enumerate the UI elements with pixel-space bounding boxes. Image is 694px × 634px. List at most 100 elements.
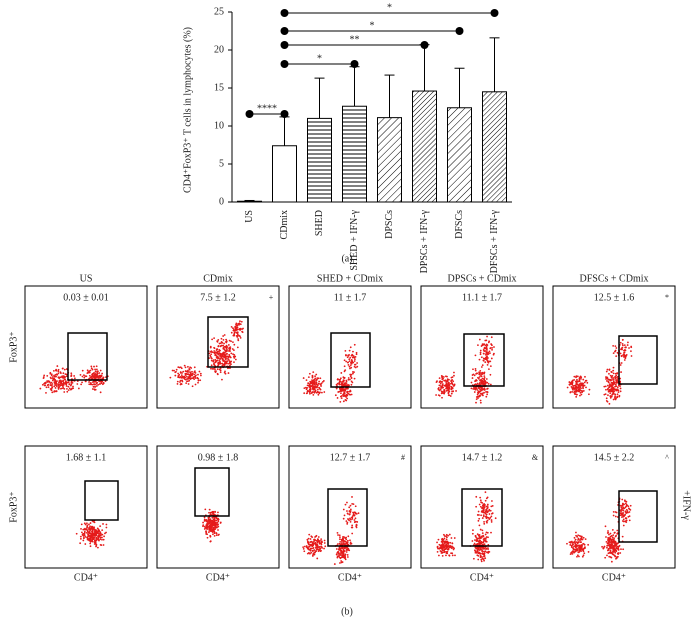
event-dot xyxy=(475,401,477,404)
event-dot xyxy=(347,383,350,386)
event-dot xyxy=(482,538,485,541)
event-dot xyxy=(614,535,617,538)
event-dot xyxy=(476,389,479,391)
event-dot xyxy=(612,383,615,386)
event-dot xyxy=(200,374,202,377)
event-dot xyxy=(342,535,344,538)
event-dot xyxy=(614,551,617,554)
event-dot xyxy=(342,543,345,545)
event-dot xyxy=(237,339,240,342)
event-dot xyxy=(219,345,222,347)
event-dot xyxy=(574,542,577,545)
event-dot xyxy=(579,539,581,542)
event-dot xyxy=(477,510,480,513)
event-dot xyxy=(478,371,481,374)
event-dot xyxy=(614,376,617,379)
event-dot xyxy=(175,368,178,371)
event-dot xyxy=(189,371,192,374)
event-dot xyxy=(621,514,623,517)
event-dot xyxy=(606,554,608,557)
event-dot xyxy=(450,380,453,383)
event-dot xyxy=(50,381,53,384)
event-dot xyxy=(95,544,98,547)
event-dot xyxy=(473,542,476,545)
event-dot xyxy=(210,350,213,353)
event-dot xyxy=(612,534,615,537)
event-dot xyxy=(618,544,621,547)
event-dot xyxy=(349,504,352,507)
event-dot xyxy=(579,376,581,379)
event-dot xyxy=(239,337,242,339)
event-dot xyxy=(480,542,483,545)
event-dot xyxy=(320,545,322,548)
event-dot xyxy=(582,542,585,545)
event-dot xyxy=(477,344,479,347)
event-dot xyxy=(54,384,57,387)
event-dot xyxy=(622,524,625,527)
event-dot xyxy=(50,387,53,390)
event-dot xyxy=(338,383,341,386)
event-dot xyxy=(479,399,482,402)
event-dot xyxy=(341,547,344,550)
event-dot xyxy=(621,535,624,538)
event-dot xyxy=(316,390,319,393)
event-dot xyxy=(77,387,80,390)
event-dot xyxy=(621,502,624,505)
event-dot xyxy=(612,382,615,384)
gate xyxy=(618,335,658,385)
event-dot xyxy=(471,540,474,542)
column-title: DFSCs + CDmix xyxy=(580,273,649,284)
event-dot xyxy=(352,361,355,364)
x-tick-label: DPSCs + IFN-γ xyxy=(419,209,430,273)
event-dot xyxy=(355,523,358,526)
event-dot xyxy=(209,535,212,538)
event-dot xyxy=(624,517,627,520)
event-dot xyxy=(341,381,343,383)
event-dot xyxy=(475,372,477,375)
event-dot xyxy=(342,551,345,553)
event-dot xyxy=(483,383,486,386)
event-dot xyxy=(342,517,345,520)
event-dot xyxy=(308,372,311,375)
event-dot xyxy=(477,391,479,394)
event-dot xyxy=(479,351,482,354)
event-dot xyxy=(188,379,191,382)
event-dot xyxy=(224,370,226,373)
event-dot xyxy=(481,388,483,390)
event-dot xyxy=(572,387,575,390)
event-dot xyxy=(475,495,478,498)
event-dot xyxy=(229,364,231,367)
event-dot xyxy=(488,368,490,371)
event-dot xyxy=(339,554,342,556)
event-dot xyxy=(471,374,474,376)
event-dot xyxy=(484,361,487,364)
event-dot xyxy=(612,369,615,372)
event-dot xyxy=(489,373,492,376)
event-dot xyxy=(345,536,348,539)
event-dot xyxy=(224,354,227,357)
event-dot xyxy=(578,379,581,382)
event-dot xyxy=(445,554,447,557)
event-dot xyxy=(102,523,104,525)
event-dot xyxy=(624,349,627,352)
event-dot xyxy=(343,514,346,517)
event-dot xyxy=(177,372,180,375)
event-dot xyxy=(349,539,351,542)
event-dot xyxy=(97,533,100,535)
event-dot xyxy=(446,542,449,545)
event-dot xyxy=(443,546,446,549)
event-dot xyxy=(576,555,578,558)
event-dot xyxy=(608,385,611,387)
event-dot xyxy=(221,378,223,381)
event-dot xyxy=(186,380,189,383)
event-dot xyxy=(85,528,88,531)
event-dot xyxy=(314,536,316,538)
event-dot xyxy=(57,376,60,379)
event-dot xyxy=(89,383,92,386)
event-dot xyxy=(573,548,576,551)
event-dot xyxy=(344,554,346,557)
event-dot xyxy=(93,388,96,391)
event-dot xyxy=(573,375,576,378)
event-dot xyxy=(333,563,336,565)
event-dot xyxy=(479,505,482,508)
